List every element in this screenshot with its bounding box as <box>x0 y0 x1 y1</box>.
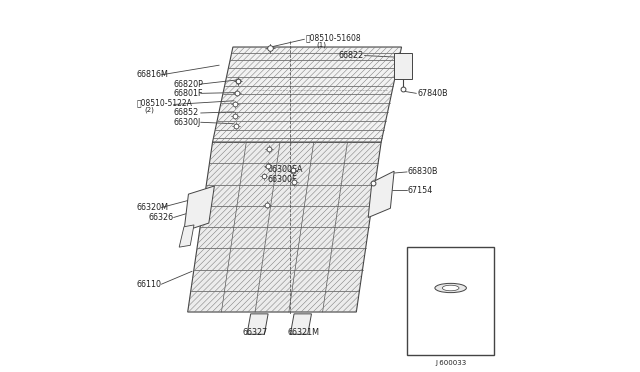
Text: 67840B: 67840B <box>417 89 448 98</box>
Polygon shape <box>188 142 381 312</box>
Polygon shape <box>179 225 194 247</box>
Text: 66300E: 66300E <box>268 175 298 184</box>
Text: 99070E: 99070E <box>435 254 466 263</box>
Ellipse shape <box>442 285 459 291</box>
Text: Ⓢ08510-5122A: Ⓢ08510-5122A <box>136 99 193 108</box>
Text: 66300J: 66300J <box>173 118 201 127</box>
Polygon shape <box>394 53 412 78</box>
Text: (2): (2) <box>144 107 154 113</box>
Polygon shape <box>368 171 394 218</box>
Text: 66830B: 66830B <box>408 167 438 176</box>
Text: 66300EA: 66300EA <box>268 165 303 174</box>
Text: 66321M: 66321M <box>287 328 319 337</box>
Text: J 600033: J 600033 <box>435 360 467 366</box>
Polygon shape <box>247 314 268 334</box>
Text: 66326: 66326 <box>148 213 174 222</box>
Text: 66110: 66110 <box>136 280 161 289</box>
Bar <box>407 247 494 355</box>
Text: 66820P: 66820P <box>173 80 204 89</box>
Text: 67154: 67154 <box>408 186 433 195</box>
Polygon shape <box>212 47 401 142</box>
Text: 66852: 66852 <box>173 109 199 118</box>
Polygon shape <box>291 314 312 334</box>
Text: 66801F: 66801F <box>173 89 203 98</box>
Text: 66327: 66327 <box>243 328 268 337</box>
Text: 66816M: 66816M <box>136 70 168 79</box>
Text: (1): (1) <box>316 41 326 48</box>
Ellipse shape <box>435 283 467 293</box>
Text: Ⓢ08510-51608: Ⓢ08510-51608 <box>306 33 362 42</box>
Polygon shape <box>184 186 214 231</box>
Text: 66822: 66822 <box>339 51 364 60</box>
Text: 66320M: 66320M <box>136 203 168 212</box>
